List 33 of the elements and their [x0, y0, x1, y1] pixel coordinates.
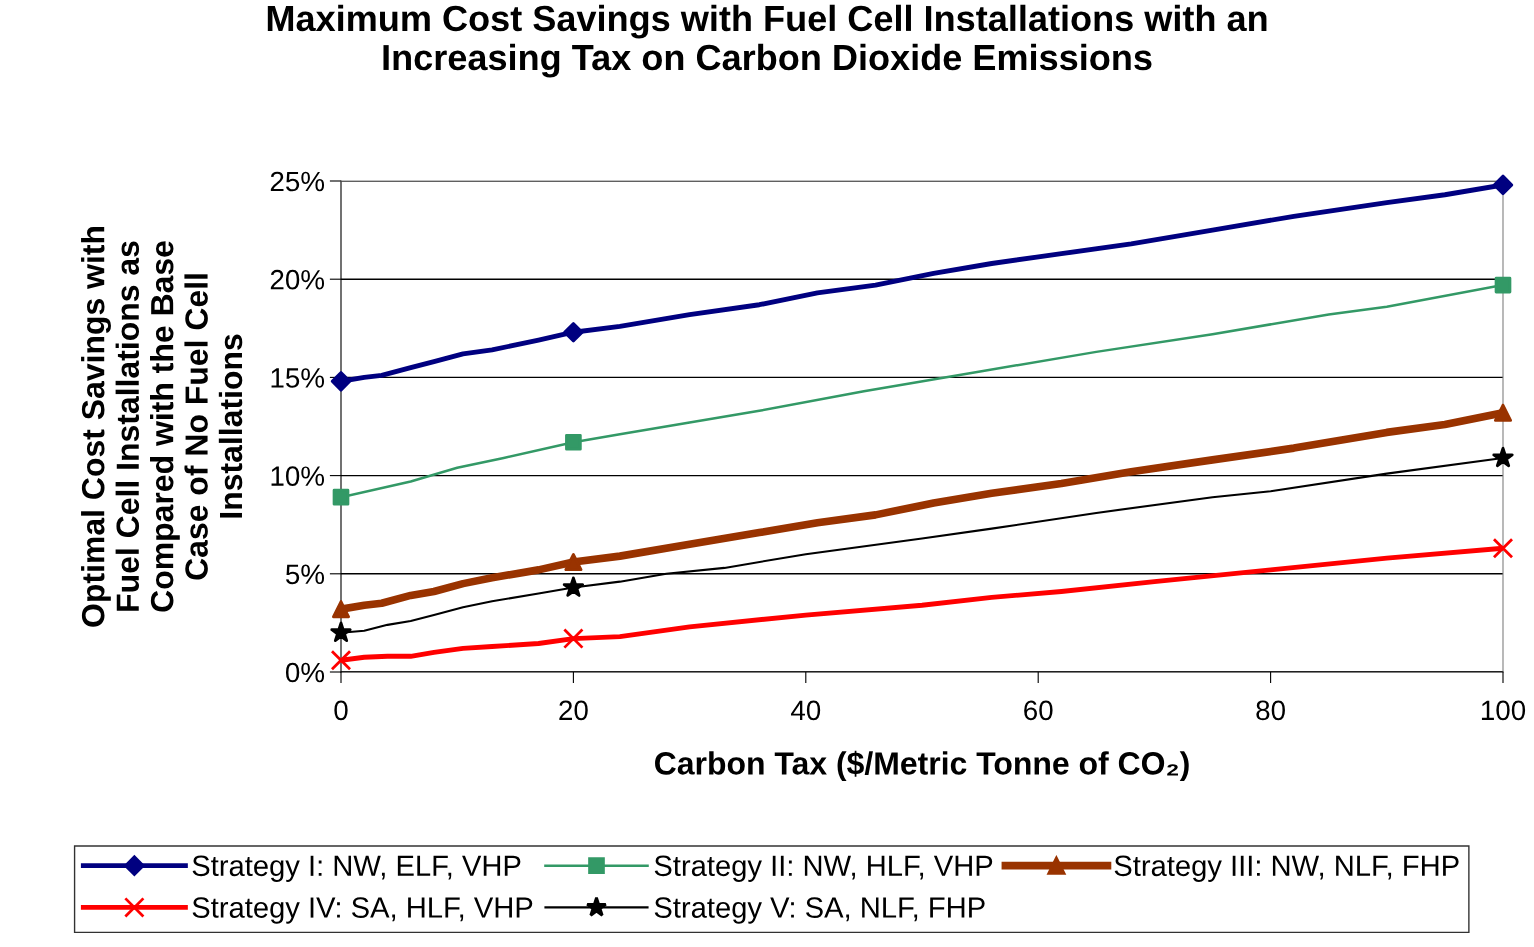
y-tick-label: 20% — [270, 269, 325, 290]
legend-label: Strategy I: NW, ELF, VHP — [192, 855, 521, 882]
legend-label: Strategy V: SA, NLF, FHP — [654, 897, 985, 924]
y-tick-label: 5% — [285, 564, 325, 585]
point — [331, 600, 351, 619]
legend-label: Strategy IV: SA, HLF, VHP — [192, 897, 533, 924]
x-tick-label: 40 — [790, 700, 821, 721]
point — [562, 628, 584, 650]
point — [563, 322, 584, 343]
point — [1493, 403, 1513, 422]
legend-label: Strategy III: NW, NLF, FHP — [1114, 855, 1459, 882]
point — [1492, 446, 1514, 468]
point — [1492, 174, 1514, 196]
y-axis-title: Optimal Cost Savings with Fuel Cell Installations as Compared with the Base Case of No Fuel Cell Installations — [81, 227, 243, 627]
y-tick-label: 10% — [271, 466, 325, 486]
chart-title: Maximum Cost Savings with Fuel Cell Installations with an Increasing Tax on Carbon Dioxide Emissions — [267, 4, 1267, 78]
point — [1492, 537, 1514, 559]
x-tick-label: 100 — [1481, 700, 1526, 721]
x-tick-label: 80 — [1256, 700, 1285, 721]
x-axis-title: Carbon Tax ($/Metric Tonne of CO₂) — [655, 750, 1189, 782]
point — [332, 488, 350, 506]
y-tick-label: 15% — [271, 368, 325, 388]
point — [565, 433, 582, 451]
x-tick-label: 20 — [559, 700, 588, 721]
point — [562, 576, 585, 597]
point — [564, 552, 583, 572]
point — [330, 621, 352, 642]
point — [1494, 276, 1512, 294]
y-tick-label: 0% — [285, 662, 325, 683]
x-tick-label: 0 — [334, 700, 348, 721]
x-tick-label: 60 — [1024, 700, 1053, 721]
y-tick-label: 25% — [270, 171, 325, 192]
legend-label: Strategy II: NW, HLF, VHP — [654, 855, 993, 882]
